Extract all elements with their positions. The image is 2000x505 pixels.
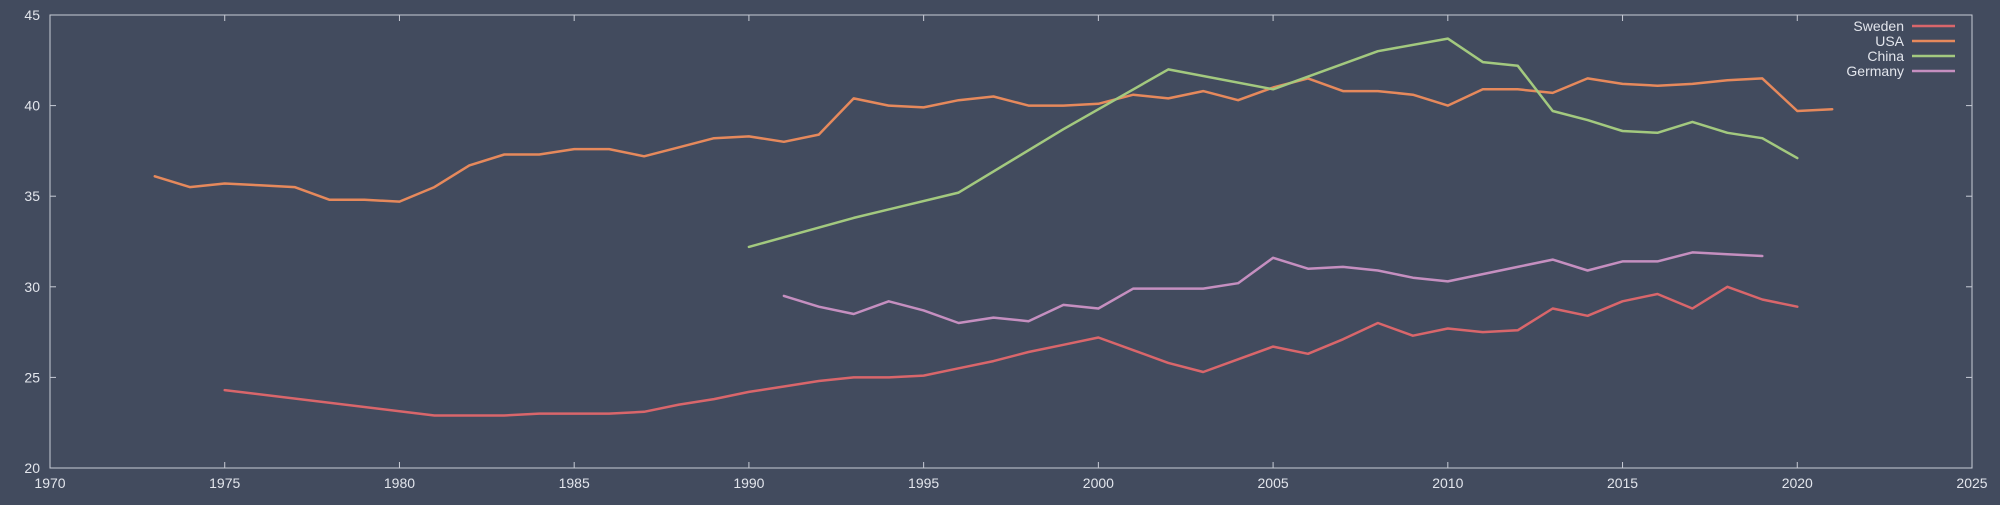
y-tick-label: 20 [24,460,40,476]
legend-label-usa: USA [1875,33,1904,49]
x-tick-label: 2020 [1782,475,1813,491]
series-line-germany [782,251,1764,325]
x-tick-label: 1990 [733,475,764,491]
x-tick-label: 2015 [1607,475,1638,491]
x-tick-label: 1970 [34,475,65,491]
legend-label-germany: Germany [1846,63,1904,79]
y-tick-label: 25 [24,369,40,385]
x-tick-label: 2000 [1083,475,1114,491]
plot-frame [49,14,1973,469]
x-tick-label: 2005 [1258,475,1289,491]
series-line-sweden [223,285,1799,417]
series-lines [153,37,1834,417]
x-tick-label: 2010 [1432,475,1463,491]
legend-label-china: China [1867,48,1904,64]
x-tick-label: 1995 [908,475,939,491]
x-tick-label: 1975 [209,475,240,491]
x-tick-label: 1985 [559,475,590,491]
y-tick-label: 35 [24,188,40,204]
x-tick-label: 1980 [384,475,415,491]
series-line-usa [153,77,1834,203]
x-tick-label: 2025 [1956,475,1987,491]
y-tick-label: 45 [24,7,40,23]
series-line-china [747,37,1799,249]
y-tick-label: 30 [24,279,40,295]
y-tick-label: 40 [24,98,40,114]
axes: 1970 1975 1980 1985 1990 1995 2000 2005 2010 2015… [24,7,1987,491]
legend-label-sweden: Sweden [1853,18,1904,34]
